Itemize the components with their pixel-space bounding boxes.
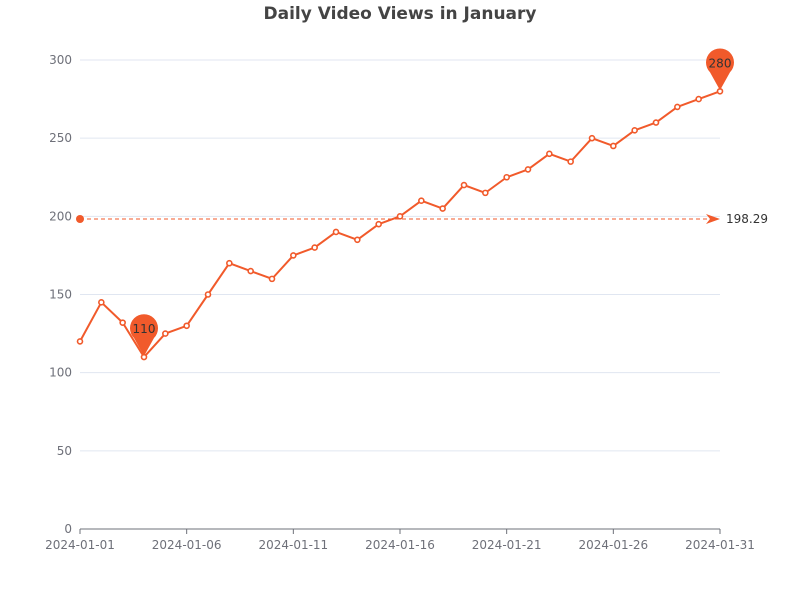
data-point	[396, 213, 404, 220]
y-tick-label: 300	[49, 53, 72, 67]
data-point	[119, 319, 126, 326]
y-tick-label: 0	[64, 522, 72, 536]
y-tick-label: 150	[49, 288, 72, 302]
data-point	[332, 228, 340, 236]
average-line-group: 198.29	[76, 212, 768, 226]
data-point	[567, 158, 574, 165]
data-point	[674, 103, 681, 111]
y-tick-label: 100	[49, 366, 72, 380]
chart-title: Daily Video Views in January	[264, 4, 537, 24]
data-point	[76, 338, 84, 345]
data-point	[247, 267, 254, 275]
x-tick-label: 2024-01-06	[152, 538, 222, 552]
grid	[80, 59, 720, 452]
data-point	[162, 330, 169, 337]
data-point	[460, 181, 468, 189]
max-pin-label: 280	[709, 56, 732, 70]
data-point	[482, 189, 489, 197]
x-axis: 2024-01-01 2024-01-06 2024-01-11 2024-01-16…	[45, 528, 755, 552]
data-point	[226, 259, 233, 267]
average-line-arrow	[706, 214, 720, 225]
average-line-label: 198.29	[726, 212, 768, 226]
y-tick-label: 250	[49, 131, 72, 145]
y-tick-label: 50	[57, 444, 72, 458]
max-pin	[706, 48, 735, 91]
data-point	[439, 205, 446, 212]
y-axis-ticks: 0 50 100 150 200 250 300	[49, 53, 72, 536]
data-point	[204, 291, 212, 298]
data-point	[695, 95, 702, 103]
y-tick-label: 200	[49, 209, 72, 223]
x-tick-label: 2024-01-01	[45, 538, 115, 552]
data-point	[354, 236, 361, 244]
series-line	[79, 90, 721, 359]
x-tick-label: 2024-01-11	[258, 538, 328, 552]
data-point	[183, 322, 190, 330]
data-point	[503, 173, 510, 181]
data-point	[268, 275, 276, 283]
series	[76, 87, 724, 361]
data-point	[311, 244, 318, 251]
min-pin-label: 110	[133, 322, 156, 336]
markers: 280 110	[130, 48, 735, 357]
x-tick-label: 2024-01-31	[685, 538, 755, 552]
data-point	[290, 252, 297, 259]
data-point	[652, 119, 660, 126]
x-tick-label: 2024-01-21	[472, 538, 542, 552]
min-pin	[130, 314, 158, 357]
x-tick-label: 2024-01-16	[365, 538, 435, 552]
data-point	[98, 299, 105, 306]
data-point	[375, 220, 382, 228]
x-tick-label: 2024-01-26	[578, 538, 648, 552]
data-point	[631, 127, 638, 134]
data-point	[546, 150, 553, 158]
data-point	[524, 166, 532, 173]
data-point	[418, 197, 425, 204]
data-point	[588, 134, 596, 142]
data-point	[610, 142, 617, 150]
